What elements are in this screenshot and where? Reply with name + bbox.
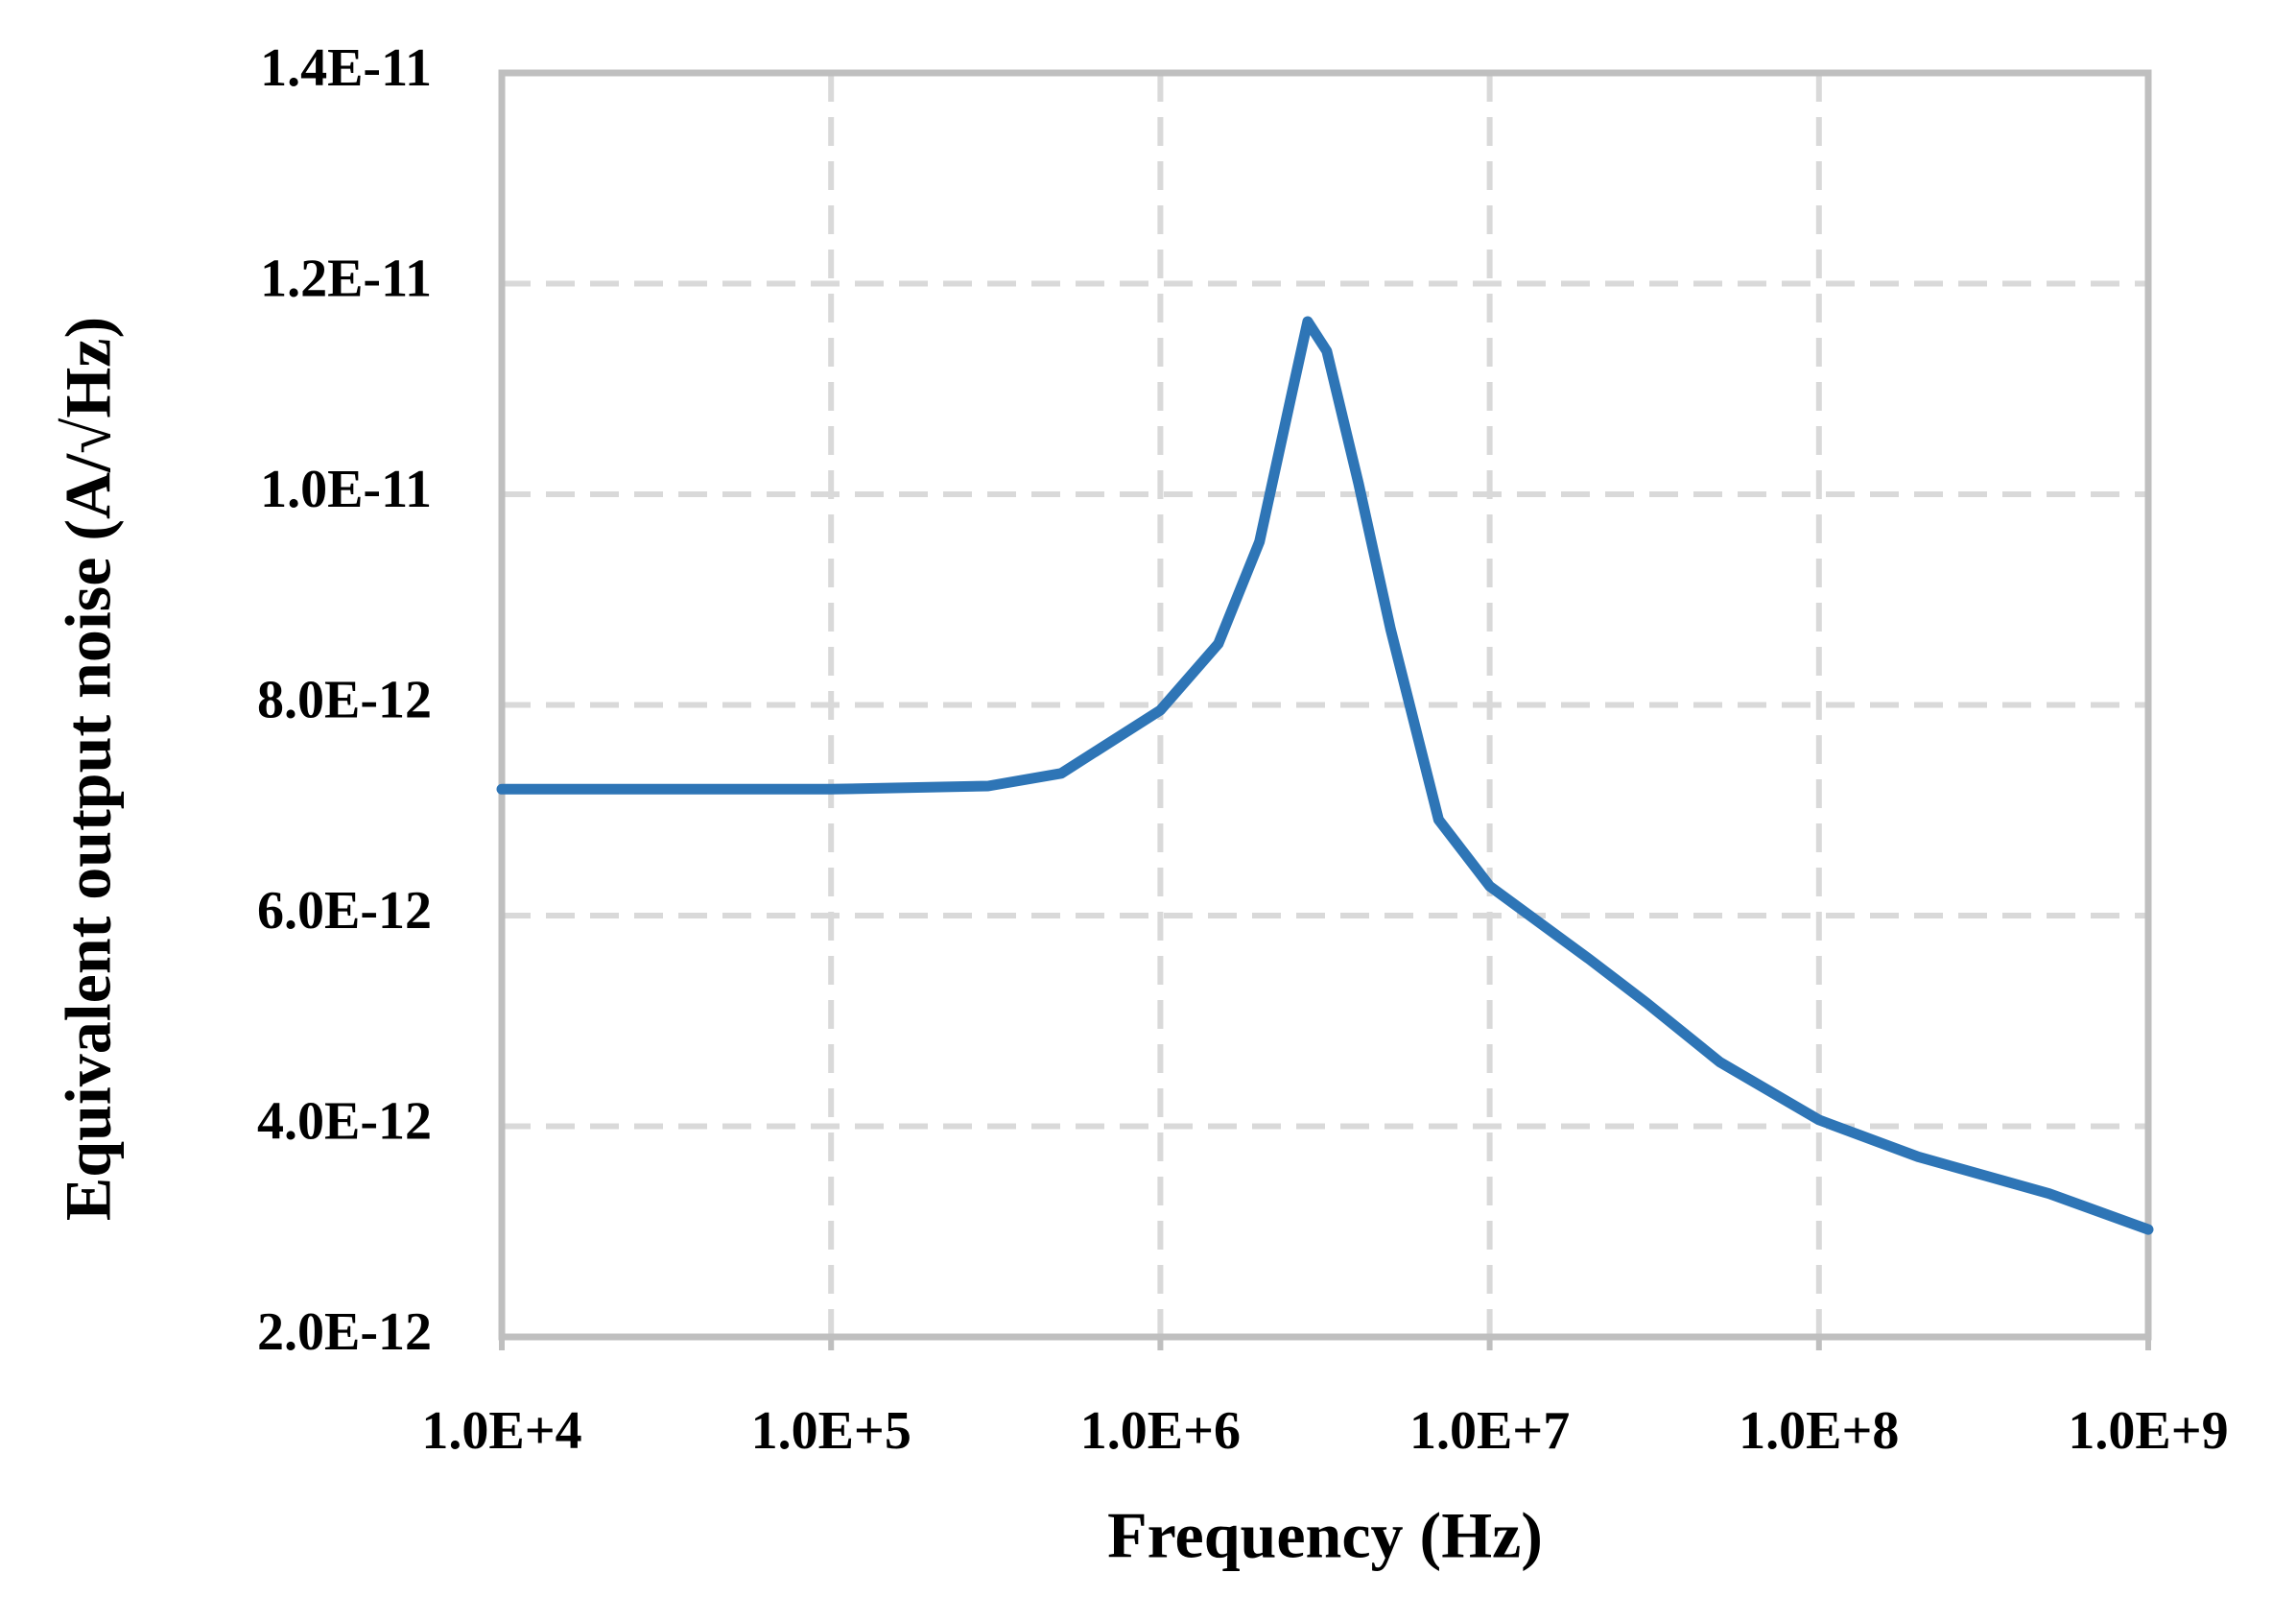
x-tick-label: 1.0E+4 — [421, 1401, 581, 1461]
y-tick-label: 1.0E-11 — [260, 460, 432, 519]
x-tick-label: 1.0E+6 — [1080, 1401, 1241, 1461]
x-tick-label: 1.0E+7 — [1409, 1401, 1570, 1461]
data-line — [496, 316, 2154, 1235]
plot-frame — [498, 69, 2152, 1341]
x-tick-label: 1.0E+8 — [1739, 1401, 1899, 1461]
y-tick-label: 1.2E-11 — [260, 249, 432, 308]
y-tick-label: 6.0E-12 — [257, 881, 432, 941]
y-tick-label: 4.0E-12 — [257, 1091, 432, 1151]
x-tick-label: 1.0E+5 — [751, 1401, 911, 1461]
x-axis-title: Frequency (Hz) — [1107, 1499, 1543, 1572]
y-tick-label: 8.0E-12 — [257, 670, 432, 729]
y-tick-label: 2.0E-12 — [257, 1302, 432, 1362]
y-tick-label: 1.4E-11 — [260, 38, 432, 98]
x-tick-label: 1.0E+9 — [2068, 1401, 2228, 1461]
y-axis-title: Equivalent output noise (A/√Hz) — [52, 317, 125, 1221]
